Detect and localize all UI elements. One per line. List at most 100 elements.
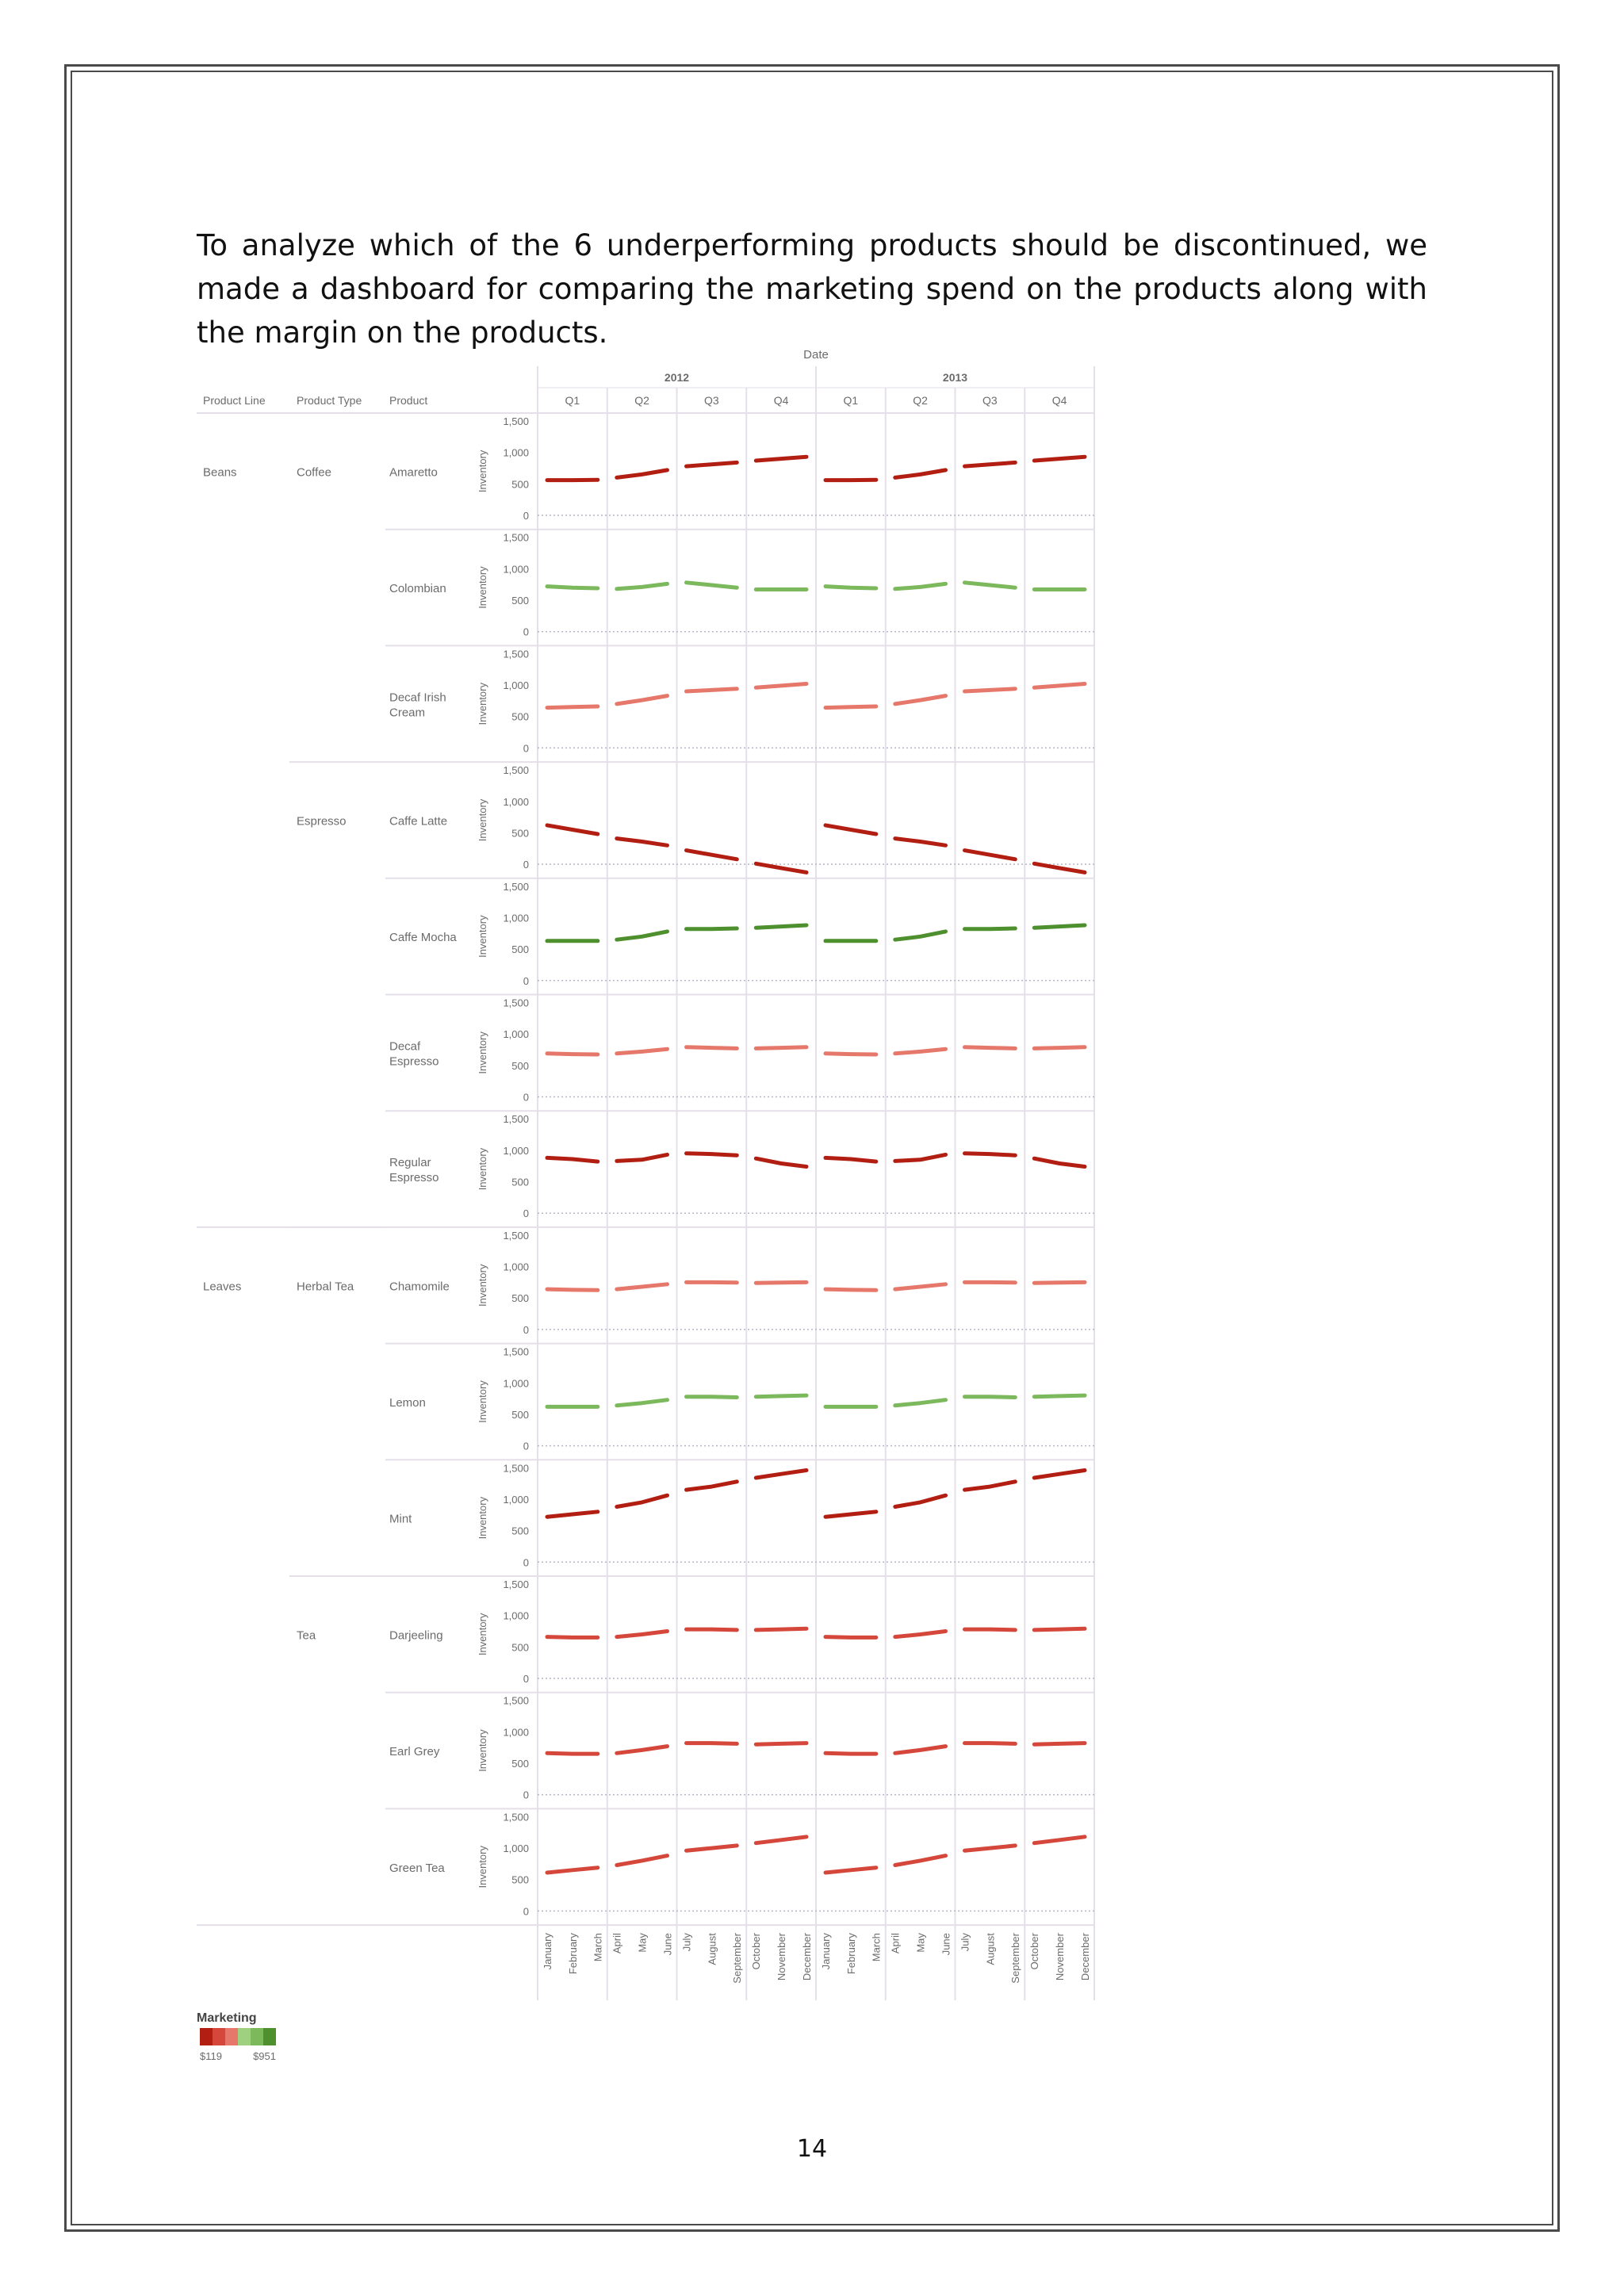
series-line xyxy=(823,1751,879,1756)
series-line xyxy=(615,1152,669,1163)
year-label: 2013 xyxy=(943,371,967,384)
series-line xyxy=(545,1510,600,1519)
month-label: June xyxy=(940,1933,952,1955)
month-label: January xyxy=(542,1933,553,1970)
legend-swatch xyxy=(213,2028,225,2045)
y-tick-label: 1,500 xyxy=(503,1346,529,1358)
y-tick-label: 0 xyxy=(523,1207,529,1219)
series-line xyxy=(1032,861,1087,874)
quarter-label: Q2 xyxy=(913,394,928,407)
month-label: October xyxy=(750,1932,762,1969)
y-tick-label: 1,000 xyxy=(503,1377,529,1389)
y-tick-label: 1,500 xyxy=(503,415,529,427)
month-label: September xyxy=(731,1932,743,1983)
product-label: Espresso xyxy=(389,1054,439,1068)
series-line xyxy=(823,584,879,591)
series-line xyxy=(893,1493,948,1509)
series-line xyxy=(615,1282,669,1292)
series-line xyxy=(1032,1280,1087,1285)
series-line xyxy=(684,1843,739,1853)
series-line xyxy=(684,1395,739,1399)
quarter-label: Q4 xyxy=(774,394,789,407)
legend-swatch xyxy=(251,2028,263,2045)
y-tick-label: 1,000 xyxy=(503,1494,529,1506)
quarter-label: Q1 xyxy=(565,394,580,407)
y-tick-label: 1,500 xyxy=(503,1113,529,1125)
row-header-label: Product xyxy=(389,394,427,407)
y-tick-label: 1,000 xyxy=(503,447,529,459)
series-line xyxy=(684,926,739,932)
month-label: July xyxy=(959,1933,971,1952)
y-tick-label: 1,000 xyxy=(503,563,529,575)
series-line xyxy=(893,1629,948,1640)
series-line xyxy=(963,1151,1017,1158)
series-line xyxy=(684,1479,739,1492)
y-tick-label: 500 xyxy=(511,827,529,839)
series-line xyxy=(753,454,809,463)
series-line xyxy=(545,823,600,836)
y-tick-label: 500 xyxy=(511,478,529,490)
product-label: Espresso xyxy=(389,1171,439,1184)
series-line xyxy=(753,1393,809,1399)
series-line xyxy=(545,1635,600,1640)
series-line xyxy=(963,460,1017,469)
series-line xyxy=(545,1751,600,1756)
product-label: Lemon xyxy=(389,1396,426,1410)
series-line xyxy=(963,1741,1017,1746)
series-line xyxy=(1032,1393,1087,1399)
series-line xyxy=(753,861,809,874)
y-tick-label: 1,000 xyxy=(503,1028,529,1040)
quarter-label: Q3 xyxy=(704,394,719,407)
row-header-label: Product Type xyxy=(297,394,362,407)
series-line xyxy=(963,1045,1017,1050)
y-tick-label: 0 xyxy=(523,1556,529,1568)
y-tick-label: 500 xyxy=(511,1641,529,1653)
series-line xyxy=(823,704,879,710)
series-line xyxy=(615,1398,669,1408)
series-line xyxy=(1032,682,1087,690)
series-line xyxy=(753,1156,809,1169)
series-line xyxy=(684,848,739,862)
product-line-label: Beans xyxy=(203,465,237,479)
series-line xyxy=(1032,923,1087,930)
y-axis-label: Inventory xyxy=(477,798,488,841)
y-tick-label: 0 xyxy=(523,1324,529,1336)
series-line xyxy=(684,1741,739,1746)
y-tick-label: 0 xyxy=(523,510,529,522)
y-tick-label: 0 xyxy=(523,1673,529,1685)
month-label: April xyxy=(890,1933,902,1954)
y-tick-label: 1,000 xyxy=(503,1843,529,1854)
y-axis-label: Inventory xyxy=(477,1496,488,1539)
y-tick-label: 0 xyxy=(523,975,529,987)
y-tick-label: 0 xyxy=(523,1789,529,1801)
year-label: 2012 xyxy=(665,371,689,384)
legend-max-label: $951 xyxy=(253,2050,276,2062)
series-line xyxy=(963,848,1017,862)
product-type-label: Espresso xyxy=(297,814,347,828)
series-line xyxy=(893,1282,948,1292)
quarter-label: Q3 xyxy=(982,394,998,407)
product-label: Caffe Latte xyxy=(389,814,447,828)
series-line xyxy=(1032,1626,1087,1632)
series-line xyxy=(823,1866,879,1875)
series-line xyxy=(963,1479,1017,1492)
product-label: Decaf Irish xyxy=(389,691,446,704)
series-line xyxy=(1032,1468,1087,1480)
legend-min-label: $119 xyxy=(200,2050,222,2062)
y-tick-label: 0 xyxy=(523,1905,529,1917)
product-label: Green Tea xyxy=(389,1862,445,1875)
series-line xyxy=(545,1866,600,1875)
product-label: Darjeeling xyxy=(389,1628,443,1642)
month-label: March xyxy=(592,1933,604,1961)
series-line xyxy=(753,682,809,690)
y-tick-label: 1,000 xyxy=(503,1726,529,1738)
month-label: May xyxy=(915,1933,927,1953)
series-line xyxy=(684,687,739,694)
product-label: Caffe Mocha xyxy=(389,931,457,944)
product-line-label: Leaves xyxy=(203,1280,241,1293)
month-label: February xyxy=(845,1933,857,1975)
y-tick-label: 1,000 xyxy=(503,1145,529,1157)
series-line xyxy=(684,580,739,590)
product-type-label: Coffee xyxy=(297,465,331,479)
legend-swatch xyxy=(238,2028,251,2045)
